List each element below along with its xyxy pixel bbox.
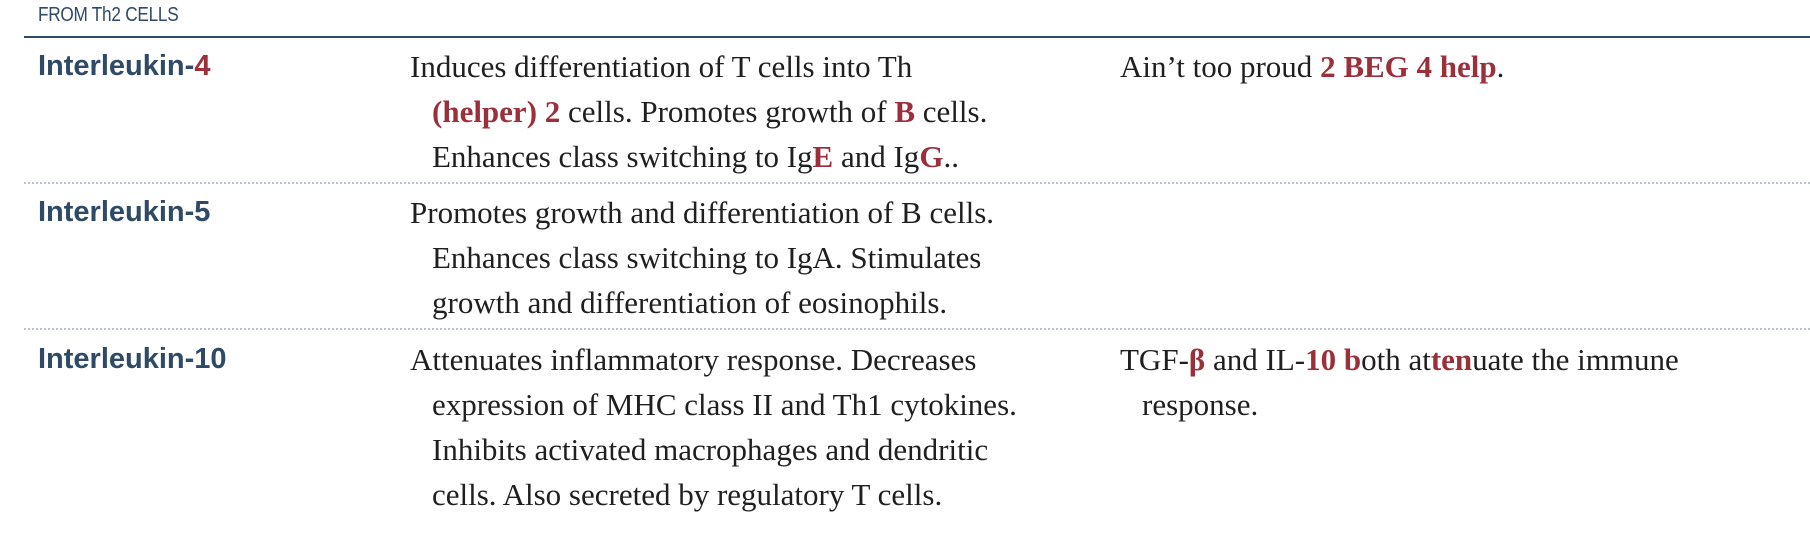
description-line: cells. Also secreted by regulatory T cel… bbox=[410, 472, 1130, 517]
cytokine-name-prefix: Interleukin- bbox=[38, 50, 194, 82]
highlight-text: β bbox=[1189, 342, 1205, 377]
mnemonic-text: Ain’t too proud bbox=[1120, 49, 1320, 84]
table-row-il4: Interleukin-4 Induces differentiation of… bbox=[24, 44, 1810, 176]
cytokine-name-il5: Interleukin-5 bbox=[38, 190, 210, 234]
cytokine-description-il10: Attenuates inflammatory response. Decrea… bbox=[410, 337, 1130, 517]
mnemonic-text: and IL- bbox=[1205, 342, 1305, 377]
mnemonic-text: uate the immune bbox=[1472, 342, 1679, 377]
mnemonic-line: response. bbox=[1120, 382, 1810, 427]
description-text: and Ig bbox=[833, 139, 919, 174]
description-line: growth and differentiation of eosinophil… bbox=[410, 280, 1130, 325]
mnemonic-text: . bbox=[1497, 49, 1505, 84]
cytokine-name-number: 4 bbox=[194, 50, 210, 82]
mnemonic-line: TGF-β and IL-10 both attenuate the immun… bbox=[1120, 337, 1810, 382]
cytokine-description-il5: Promotes growth and differentiation of B… bbox=[410, 190, 1130, 325]
mnemonic-text: TGF- bbox=[1120, 342, 1189, 377]
description-line: Attenuates inflammatory response. Decrea… bbox=[410, 337, 1130, 382]
header-rule bbox=[24, 36, 1810, 38]
description-line: Enhances class switching to IgA. Stimula… bbox=[410, 235, 1130, 280]
highlight-text: 10 b bbox=[1305, 342, 1361, 377]
mnemonic-line: Ain’t too proud 2 BEG 4 help. bbox=[1120, 44, 1810, 89]
description-line: (helper) 2 cells. Promotes growth of B c… bbox=[410, 89, 1130, 134]
cytokine-name-il4: Interleukin-4 bbox=[38, 44, 210, 88]
cytokine-name-il10: Interleukin-10 bbox=[38, 337, 227, 381]
description-line: expression of MHC class II and Th1 cytok… bbox=[410, 382, 1130, 427]
highlight-text: E bbox=[813, 139, 834, 174]
highlight-text: B bbox=[894, 94, 915, 129]
highlight-text: 2 BEG 4 help bbox=[1320, 49, 1497, 84]
table-row-il10: Interleukin-10 Attenuates inflammatory r… bbox=[24, 337, 1810, 537]
section-header: FROM Th2 CELLS bbox=[38, 4, 178, 27]
description-line: Induces differentiation of T cells into … bbox=[410, 44, 1130, 89]
row-divider bbox=[24, 182, 1810, 184]
description-text: .. bbox=[943, 139, 959, 174]
description-text: Enhances class switching to Ig bbox=[432, 139, 813, 174]
description-line: Inhibits activated macrophages and dendr… bbox=[410, 427, 1130, 472]
row-divider bbox=[24, 328, 1810, 330]
table-row-il5: Interleukin-5 Promotes growth and differ… bbox=[24, 190, 1810, 322]
description-text: cells. Promotes growth of bbox=[560, 94, 894, 129]
highlight-text: (helper) 2 bbox=[432, 94, 560, 129]
cytokine-description-il4: Induces differentiation of T cells into … bbox=[410, 44, 1130, 179]
description-text: cells. bbox=[915, 94, 987, 129]
mnemonic-text: oth at bbox=[1361, 342, 1431, 377]
highlight-text: ten bbox=[1431, 342, 1472, 377]
mnemonic-il4: Ain’t too proud 2 BEG 4 help. bbox=[1120, 44, 1810, 89]
highlight-text: G bbox=[919, 139, 943, 174]
description-line: Enhances class switching to IgE and IgG.… bbox=[410, 134, 1130, 179]
description-line: Promotes growth and differentiation of B… bbox=[410, 190, 1130, 235]
mnemonic-il10: TGF-β and IL-10 both attenuate the immun… bbox=[1120, 337, 1810, 427]
